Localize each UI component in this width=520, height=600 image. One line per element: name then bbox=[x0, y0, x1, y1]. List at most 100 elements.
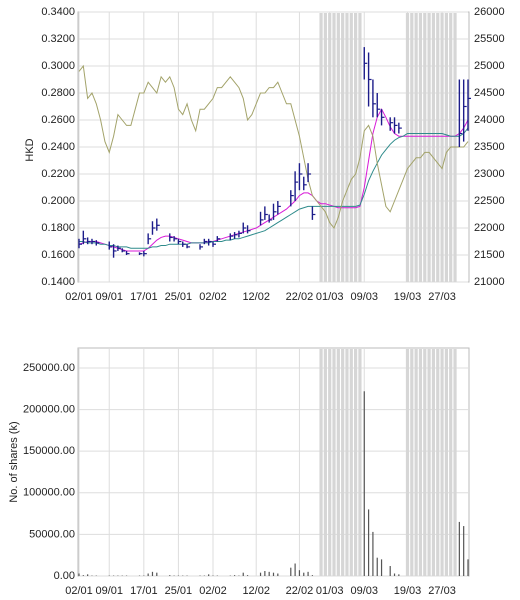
y-tick-label: 50000.00 bbox=[29, 528, 75, 540]
volume-bar bbox=[87, 574, 89, 576]
volume-bar bbox=[169, 575, 171, 576]
y2-tick-label: 24500 bbox=[474, 87, 505, 99]
y2-tick-label: 25500 bbox=[474, 33, 505, 45]
y2-tick-label: 23000 bbox=[474, 168, 505, 180]
suspension-band bbox=[323, 349, 327, 576]
x-tick-label: 19/03 bbox=[394, 291, 422, 303]
suspension-band bbox=[323, 13, 327, 282]
volume-bar bbox=[242, 572, 244, 576]
y-tick-label: 0.2600 bbox=[41, 114, 75, 126]
y2-tick-label: 22000 bbox=[474, 222, 505, 234]
volume-bar bbox=[393, 573, 396, 576]
x-tick-label: 27/03 bbox=[428, 585, 456, 597]
volume-bar bbox=[463, 526, 465, 576]
suspension-band bbox=[418, 13, 423, 282]
volume-bar bbox=[78, 573, 80, 576]
suspension-band bbox=[431, 13, 436, 282]
volume-bar bbox=[376, 557, 378, 576]
x-tick-label: 25/01 bbox=[165, 585, 193, 597]
suspension-band bbox=[354, 13, 358, 282]
y-axis-label: HKD bbox=[24, 138, 36, 161]
line-series bbox=[78, 64, 469, 229]
suspension-band bbox=[444, 13, 448, 282]
volume-bar bbox=[363, 391, 365, 576]
volume-bar bbox=[467, 559, 469, 576]
volume-bar bbox=[458, 521, 460, 576]
y-tick-label: 0.3000 bbox=[41, 60, 75, 72]
x-tick-label: 12/02 bbox=[242, 291, 270, 303]
suspension-band bbox=[336, 13, 340, 282]
y2-tick-label: 24000 bbox=[474, 114, 505, 126]
volume-bar bbox=[259, 572, 262, 576]
suspension-band bbox=[405, 13, 410, 282]
volume-bar bbox=[156, 572, 158, 576]
x-tick-label: 17/01 bbox=[130, 291, 158, 303]
suspension-band bbox=[436, 349, 440, 576]
volume-bar bbox=[303, 572, 305, 576]
suspension-band bbox=[410, 349, 414, 576]
volume-bar bbox=[380, 559, 383, 576]
volume-bar bbox=[372, 531, 374, 576]
suspension-band bbox=[336, 349, 340, 576]
volume-bar bbox=[307, 571, 309, 576]
volume-bar bbox=[298, 570, 301, 576]
x-tick-label: 27/03 bbox=[428, 291, 456, 303]
x-tick-label: 09/01 bbox=[95, 585, 123, 597]
suspension-band bbox=[332, 349, 336, 576]
suspension-band bbox=[414, 13, 418, 282]
x-tick-label: 02/01 bbox=[65, 585, 93, 597]
volume-bar bbox=[151, 571, 154, 576]
suspension-band bbox=[410, 13, 414, 282]
y-tick-label: 0.3400 bbox=[41, 6, 75, 18]
suspension-band bbox=[436, 13, 440, 282]
suspension-band bbox=[444, 349, 448, 576]
volume-bar bbox=[147, 573, 149, 576]
y-tick-label: 250000.00 bbox=[23, 362, 75, 374]
plot-area bbox=[77, 347, 470, 577]
y2-tick-label: 25000 bbox=[474, 60, 505, 72]
volume-bar bbox=[264, 571, 266, 576]
y2-tick-label: 22500 bbox=[474, 195, 505, 207]
suspension-band bbox=[405, 349, 410, 576]
x-tick-label: 19/03 bbox=[394, 585, 422, 597]
suspension-band bbox=[349, 349, 353, 576]
suspension-band bbox=[349, 13, 353, 282]
x-tick-label: 12/02 bbox=[242, 585, 270, 597]
suspension-band bbox=[341, 13, 345, 282]
suspension-band bbox=[423, 349, 427, 576]
suspension-band bbox=[354, 349, 358, 576]
suspension-band bbox=[358, 13, 362, 282]
volume-bar bbox=[367, 509, 370, 576]
volume-bar bbox=[272, 572, 275, 576]
x-tick-label: 01/03 bbox=[316, 291, 344, 303]
y-tick-label: 150000.00 bbox=[23, 445, 75, 457]
volume-bar bbox=[277, 573, 279, 576]
suspension-band bbox=[414, 349, 418, 576]
y-tick-label: 0.1600 bbox=[41, 249, 75, 261]
volume-bar bbox=[311, 575, 313, 576]
volume-bar bbox=[398, 574, 400, 576]
volume-bar bbox=[208, 574, 210, 576]
y2-tick-label: 26000 bbox=[474, 6, 505, 18]
suspension-band bbox=[423, 13, 427, 282]
line-series bbox=[79, 127, 469, 249]
y-tick-label: 100000.00 bbox=[23, 487, 75, 499]
volume-bar bbox=[290, 567, 292, 576]
volume-bar bbox=[268, 571, 270, 576]
volume-bar bbox=[389, 566, 391, 576]
suspension-band bbox=[440, 349, 444, 576]
y-tick-label: 0.2200 bbox=[41, 168, 75, 180]
suspension-band bbox=[358, 349, 362, 576]
suspension-band bbox=[453, 349, 457, 576]
suspension-band bbox=[332, 13, 336, 282]
x-tick-label: 09/03 bbox=[351, 585, 379, 597]
y-tick-label: 0.3200 bbox=[41, 33, 75, 45]
suspension-band bbox=[328, 13, 332, 282]
suspension-band bbox=[319, 349, 323, 576]
suspension-band bbox=[431, 349, 436, 576]
suspension-band bbox=[345, 13, 349, 282]
x-tick-label: 25/01 bbox=[165, 291, 193, 303]
suspension-band bbox=[418, 349, 423, 576]
x-tick-label: 09/03 bbox=[351, 291, 379, 303]
